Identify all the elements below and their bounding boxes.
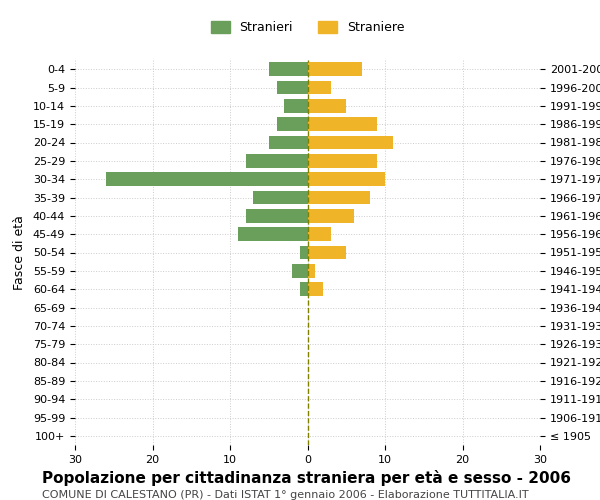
Bar [308,154,377,168]
Legend: Stranieri, Straniere: Stranieri, Straniere [206,16,409,39]
Bar [308,190,370,204]
Bar [284,99,308,112]
Text: Popolazione per cittadinanza straniera per età e sesso - 2006: Popolazione per cittadinanza straniera p… [42,470,571,486]
Bar [308,246,346,260]
Bar [308,99,346,112]
Bar [308,264,315,278]
Y-axis label: Fasce di età: Fasce di età [13,215,26,290]
Bar [106,172,308,186]
Bar [308,228,331,241]
Bar [245,209,308,222]
Bar [292,264,308,278]
Bar [308,136,393,149]
Bar [269,62,308,76]
Bar [277,80,308,94]
Bar [308,80,331,94]
Bar [308,209,354,222]
Bar [300,246,308,260]
Bar [308,118,377,131]
Bar [308,172,385,186]
Bar [308,62,362,76]
Bar [245,154,308,168]
Bar [238,228,308,241]
Bar [253,190,308,204]
Bar [308,282,323,296]
Bar [269,136,308,149]
Bar [300,282,308,296]
Text: COMUNE DI CALESTANO (PR) - Dati ISTAT 1° gennaio 2006 - Elaborazione TUTTITALIA.: COMUNE DI CALESTANO (PR) - Dati ISTAT 1°… [42,490,529,500]
Bar [277,118,308,131]
